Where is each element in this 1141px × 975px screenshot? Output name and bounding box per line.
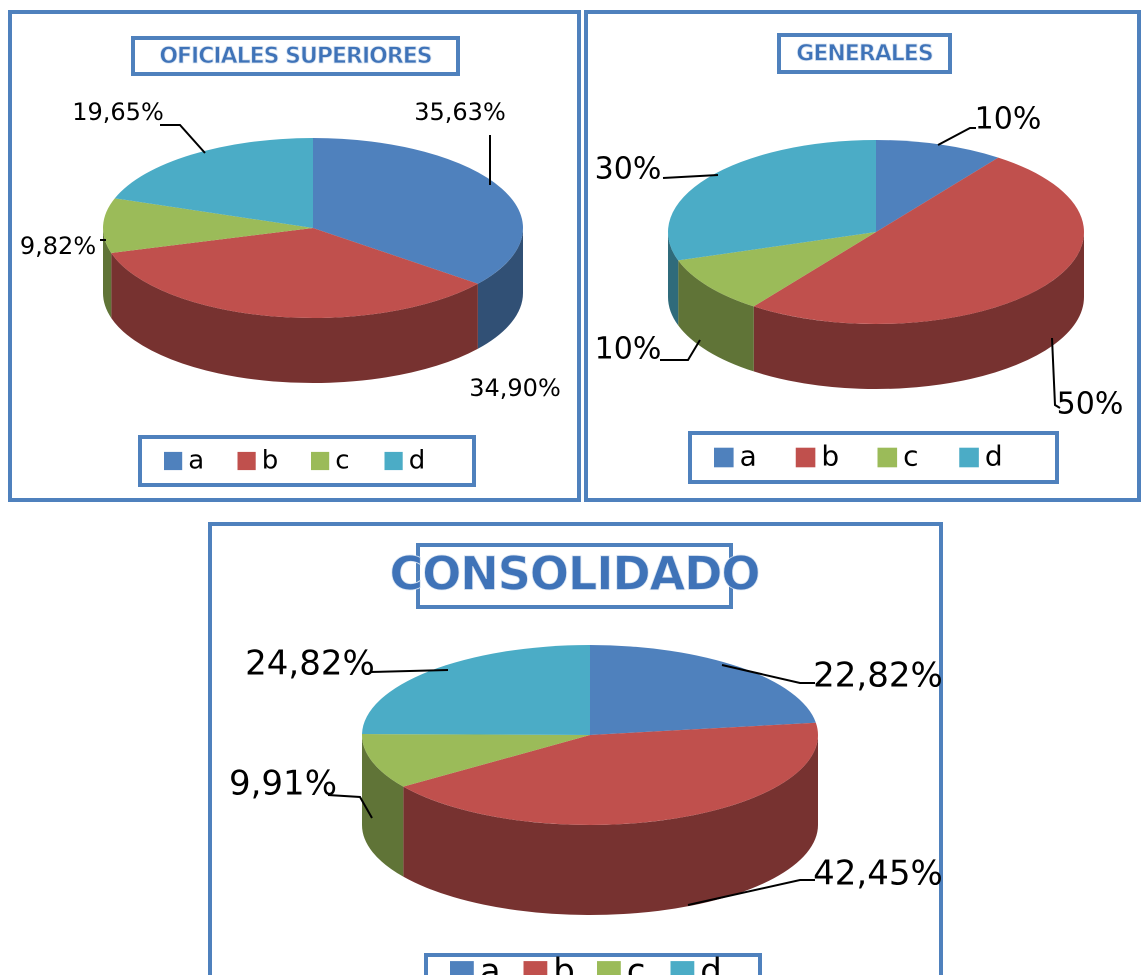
data-label: 30% bbox=[595, 152, 662, 187]
slice-side bbox=[668, 232, 679, 326]
slice bbox=[362, 645, 590, 735]
legend-label: d bbox=[700, 952, 722, 975]
legend-label: c bbox=[903, 440, 918, 473]
leader-line bbox=[369, 669, 449, 673]
legend-swatch bbox=[523, 961, 548, 975]
legend-swatch bbox=[795, 447, 816, 468]
leader-line bbox=[937, 127, 976, 146]
leader-line bbox=[1051, 337, 1061, 409]
data-label: 35,63% bbox=[414, 98, 506, 126]
legend-swatch bbox=[959, 447, 979, 468]
legend-swatch bbox=[877, 447, 898, 468]
legend-swatch bbox=[164, 451, 183, 471]
title-box bbox=[131, 36, 460, 76]
slice bbox=[876, 140, 999, 232]
slice-side bbox=[477, 228, 523, 349]
leader-line bbox=[687, 879, 815, 906]
slice bbox=[678, 232, 876, 307]
data-label: 50% bbox=[1057, 387, 1124, 422]
slice bbox=[753, 157, 1084, 325]
legend-swatch bbox=[670, 961, 695, 975]
legend-label: c bbox=[627, 952, 646, 975]
slice bbox=[102, 198, 313, 253]
slice-side bbox=[403, 735, 818, 915]
legend-swatch bbox=[384, 451, 403, 471]
data-label: 42,45% bbox=[813, 854, 943, 894]
slice bbox=[111, 228, 478, 319]
leader-line bbox=[660, 339, 701, 361]
slice bbox=[590, 645, 816, 735]
legend-swatch bbox=[597, 961, 621, 975]
data-label: 9,82% bbox=[20, 232, 96, 260]
legend-label: c bbox=[335, 446, 349, 476]
legend-box bbox=[138, 435, 476, 487]
slice bbox=[313, 138, 524, 284]
slice-side bbox=[111, 252, 478, 384]
panel bbox=[584, 10, 1141, 502]
slice-side bbox=[103, 228, 112, 318]
legend-swatch bbox=[311, 451, 330, 471]
chart-title: OFICIALES SUPERIORES bbox=[159, 44, 431, 69]
legend-swatch bbox=[237, 451, 256, 471]
leader-line bbox=[160, 124, 206, 154]
legend-swatch bbox=[450, 961, 474, 975]
title-box bbox=[777, 33, 952, 74]
leader-line bbox=[662, 174, 719, 179]
legend-swatch bbox=[714, 447, 734, 468]
legend-label: a bbox=[480, 952, 501, 975]
data-label: 24,82% bbox=[245, 644, 375, 684]
slice bbox=[114, 138, 314, 228]
data-label: 10% bbox=[975, 102, 1042, 137]
legend-label: b bbox=[821, 440, 839, 473]
slice bbox=[403, 722, 819, 825]
legend-label: d bbox=[985, 440, 1003, 473]
data-label: 22,82% bbox=[813, 656, 943, 696]
legend-label: b bbox=[553, 952, 575, 975]
legend-label: a bbox=[188, 446, 204, 476]
data-label: 34,90% bbox=[469, 374, 561, 402]
legend-label: d bbox=[409, 446, 426, 476]
leader-line bbox=[327, 794, 373, 819]
slice bbox=[668, 140, 876, 261]
legend-box bbox=[688, 431, 1059, 484]
data-label: 10% bbox=[595, 332, 662, 367]
legend-label: a bbox=[740, 440, 757, 473]
data-label: 9,91% bbox=[229, 764, 337, 804]
panel bbox=[208, 522, 943, 975]
title-box bbox=[416, 543, 733, 609]
leader-line bbox=[721, 664, 815, 684]
slice-side bbox=[753, 232, 1085, 390]
panel bbox=[8, 10, 581, 502]
chart-title: GENERALES bbox=[796, 42, 933, 67]
legend-label: b bbox=[262, 446, 279, 476]
data-label: 19,65% bbox=[72, 98, 164, 126]
slice-side bbox=[362, 735, 404, 877]
slice bbox=[362, 733, 590, 787]
chart-title: CONSOLIDADO bbox=[389, 547, 759, 601]
